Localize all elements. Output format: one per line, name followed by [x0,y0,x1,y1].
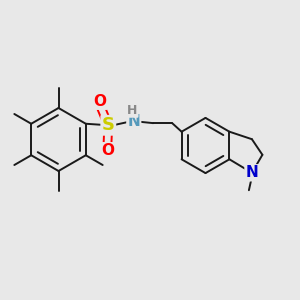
Text: S: S [102,116,115,134]
Text: O: O [101,143,114,158]
Text: O: O [93,94,106,109]
Text: N: N [245,165,258,180]
Text: N: N [128,114,140,129]
Text: H: H [127,104,137,117]
